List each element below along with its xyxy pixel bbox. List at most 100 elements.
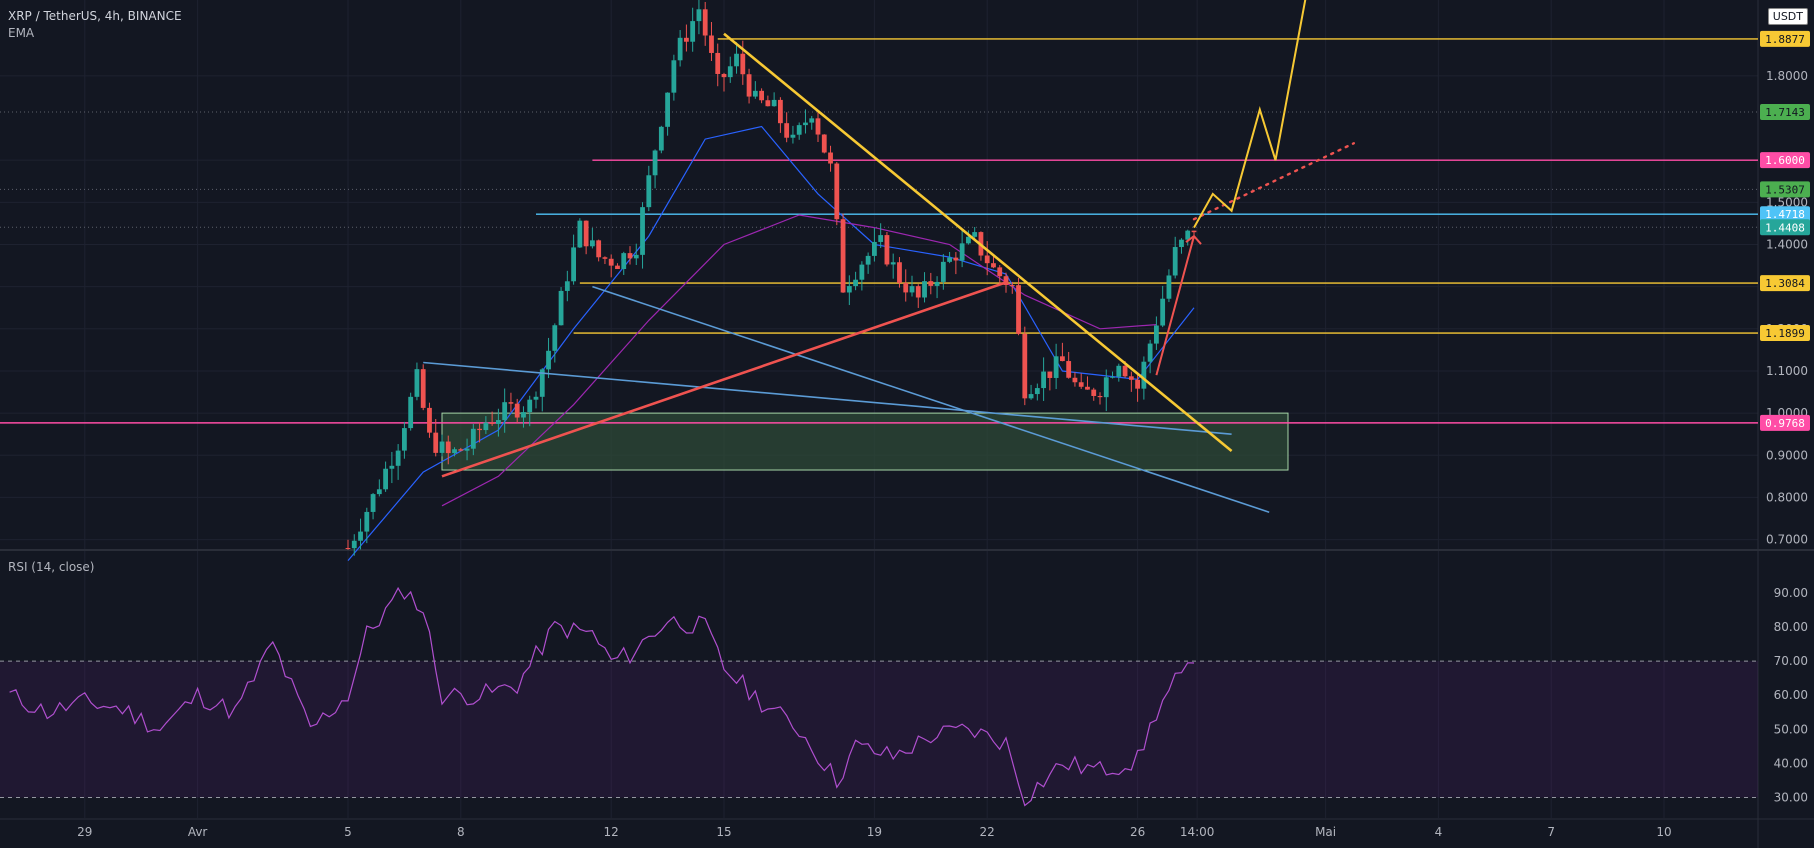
candle-body <box>1041 371 1046 389</box>
drawings <box>423 0 1356 513</box>
candle-body <box>376 489 382 495</box>
price-tick-label: 0.8000 <box>1766 490 1808 504</box>
candle-body <box>840 219 846 293</box>
candle-body <box>752 90 758 97</box>
candle-body <box>1072 377 1078 383</box>
candle-body <box>1053 356 1059 378</box>
candle-body <box>452 449 457 454</box>
candle-body <box>527 399 533 413</box>
symbol-title[interactable]: XRP / TetherUS, 4h, BINANCE <box>8 9 182 23</box>
time-tick-label: Avr <box>188 825 208 839</box>
candle-body <box>1191 230 1197 233</box>
candle-body <box>564 281 570 291</box>
time-tick-label: 10 <box>1656 825 1671 839</box>
candle-body <box>928 281 934 286</box>
candle-body <box>583 220 589 247</box>
candle-body <box>414 369 420 397</box>
candle-body <box>778 99 783 124</box>
candle-body <box>1172 247 1178 276</box>
candle-body <box>615 265 620 270</box>
candle-body <box>821 134 827 153</box>
candle-body <box>658 126 664 151</box>
candle-body <box>746 74 752 97</box>
time-axis[interactable]: 29 Avr 5 8 12 15 19 22 26 14:00 Mai 4 7 10 <box>77 825 1671 839</box>
candle-body <box>383 468 388 490</box>
candle-body <box>677 37 683 61</box>
candle-body <box>828 152 833 164</box>
time-tick-label: 8 <box>457 825 465 839</box>
candle-body <box>1097 395 1103 398</box>
candle-body <box>652 150 658 176</box>
price-projection-path <box>1193 0 1307 229</box>
price-tag-text: 1.4408 <box>1765 221 1805 234</box>
rsi-tick-label: 40.00 <box>1774 756 1808 770</box>
candle-body <box>1009 285 1015 287</box>
price-tag-bg <box>1760 275 1810 292</box>
time-tick-label: 7 <box>1547 825 1555 839</box>
ema-indicator-label[interactable]: EMA <box>8 26 35 40</box>
candle-body <box>947 257 952 262</box>
price-tag-1.4408: 1.4408 <box>1760 219 1810 236</box>
upper-wedge-line <box>423 361 1232 435</box>
candle-body <box>1047 371 1053 378</box>
candle-body <box>608 258 614 266</box>
candle-body <box>815 118 821 135</box>
price-tag-text: 1.3084 <box>1765 277 1805 290</box>
candle-body <box>577 220 583 248</box>
target-arrow-head <box>1185 234 1202 245</box>
candle-body <box>533 396 539 400</box>
price-tag-bg <box>1760 152 1810 169</box>
candle-body <box>859 264 865 280</box>
candle-body <box>959 243 965 261</box>
price-tag-text: 1.8877 <box>1765 33 1805 46</box>
candle-body <box>470 428 476 449</box>
candle-body <box>358 531 363 541</box>
candle-body <box>1128 376 1134 380</box>
price-tick-label: 0.7000 <box>1766 533 1808 547</box>
candle-body <box>671 60 677 93</box>
candle-body <box>433 432 439 453</box>
candle-body <box>1028 394 1034 399</box>
rsi-tick-label: 60.00 <box>1774 688 1808 702</box>
price-tick-label: 1.5000 <box>1766 195 1808 209</box>
rsi-band-fill <box>0 661 1758 798</box>
price-tag-bg <box>1760 414 1810 431</box>
candle-body <box>765 100 771 107</box>
price-tick-label: 1.8000 <box>1766 69 1808 83</box>
price-tag-1.8877: 1.8877 <box>1760 30 1810 47</box>
candle-body <box>640 207 645 255</box>
candle-body <box>740 53 746 75</box>
price-tick-label: 1.4000 <box>1766 237 1808 251</box>
candle-body <box>345 548 351 549</box>
candle-body <box>1110 376 1115 378</box>
price-tag-1.4718: 1.4718 <box>1760 206 1810 223</box>
currency-badge[interactable]: USDT <box>1767 8 1808 25</box>
dotted-projection-line <box>1192 142 1356 221</box>
candle-body <box>1085 386 1090 390</box>
candle-body <box>1160 298 1166 326</box>
rsi-indicator-label[interactable]: RSI (14, close) <box>8 560 95 574</box>
ema-fast-line <box>347 125 1195 561</box>
price-tag-text: 1.5307 <box>1765 183 1805 196</box>
candle-body <box>734 53 739 67</box>
candle-body <box>665 92 670 127</box>
candle-body <box>1034 388 1040 395</box>
candle-body <box>784 123 790 138</box>
candle-body <box>934 281 940 286</box>
candle-body <box>420 369 426 408</box>
lower-wedge-line <box>592 285 1270 513</box>
candle-body <box>1022 333 1028 399</box>
candle-body <box>552 325 558 351</box>
price-tag-bg <box>1760 219 1810 236</box>
candle-body <box>997 267 1003 277</box>
candle-body <box>890 262 896 265</box>
price-tag-1.3084: 1.3084 <box>1760 275 1810 292</box>
candle-body <box>389 465 395 469</box>
candle-body <box>790 134 796 138</box>
candle-body <box>402 428 407 451</box>
price-tag-1.6000: 1.6000 <box>1760 152 1810 169</box>
candle-body <box>966 236 971 244</box>
candle-body <box>984 255 990 264</box>
